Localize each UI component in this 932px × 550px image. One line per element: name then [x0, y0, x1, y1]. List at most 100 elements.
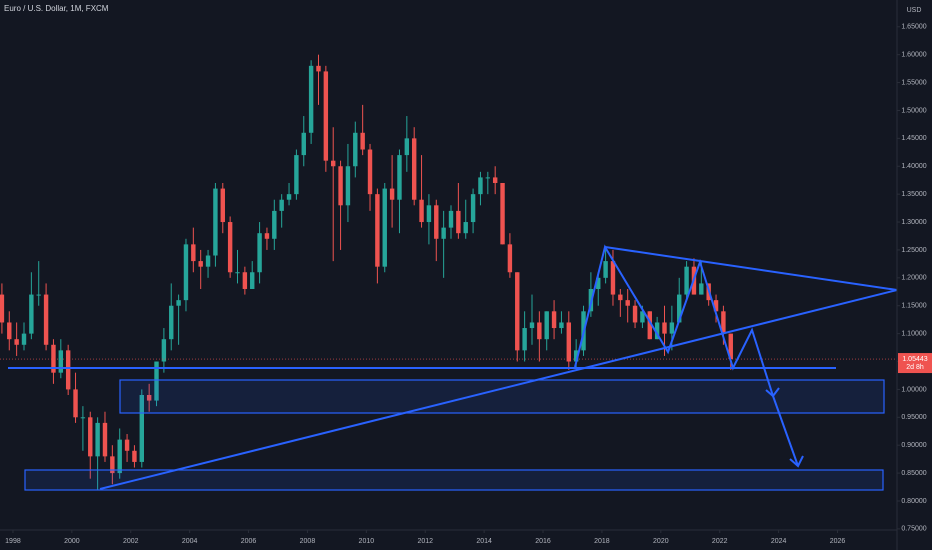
y-tick-label: 1.40000 [901, 163, 926, 170]
x-tick-label: 2004 [182, 538, 198, 545]
candle-body [618, 294, 623, 301]
candle-body [213, 188, 218, 256]
candle-body [404, 138, 410, 156]
candle-body [662, 322, 667, 334]
candle-body [721, 311, 726, 334]
candle-body [522, 328, 527, 351]
candle-body [110, 456, 115, 474]
candle-body [227, 222, 233, 273]
candle-body [544, 311, 549, 340]
candle-body [345, 166, 351, 206]
candle-body [669, 322, 675, 334]
y-tick-label: 1.10000 [901, 330, 926, 337]
x-tick-label: 1998 [5, 538, 21, 545]
x-tick-label: 2006 [241, 538, 257, 545]
candle-body [603, 261, 608, 278]
candle-body [529, 322, 535, 329]
y-tick-label: 1.35000 [901, 191, 926, 198]
candle-body [463, 222, 468, 234]
y-tick-label: 0.90000 [901, 442, 926, 449]
candle-body [699, 283, 704, 295]
candle-body [647, 311, 652, 340]
x-tick-label: 2026 [830, 538, 846, 545]
x-tick-label: 2002 [123, 538, 139, 545]
x-tick-label: 2024 [771, 538, 787, 545]
candle-body [338, 166, 343, 206]
candle-body [448, 210, 454, 228]
candle-body [441, 227, 446, 239]
x-tick-label: 2022 [712, 538, 728, 545]
drawings [8, 244, 898, 491]
candle-body [507, 244, 513, 273]
candle-body [728, 333, 733, 360]
candle-body [264, 233, 270, 239]
candle-body [183, 244, 189, 301]
y-tick-label: 1.25000 [901, 247, 926, 254]
candle-body [21, 333, 27, 345]
x-tick-label: 2018 [594, 538, 610, 545]
candle-body [470, 194, 476, 223]
y-tick-label: 1.00000 [901, 386, 926, 393]
candle-body [456, 210, 461, 234]
candle-body [367, 149, 373, 195]
candle-body [500, 182, 505, 245]
candle-body [677, 294, 682, 323]
candle-body [654, 322, 660, 340]
axes: 0.75000 0.80000 0.85000 0.90000 0.95000 1.000… [5, 24, 932, 545]
candle-body [176, 300, 181, 306]
y-tick-label: 1.15000 [901, 303, 926, 310]
candle-body [360, 132, 365, 150]
candle-body [65, 350, 71, 390]
candle-body [29, 294, 34, 334]
trend-line [99, 289, 898, 490]
candle-body [205, 255, 211, 267]
candle-body [272, 210, 277, 239]
candle-body [132, 450, 137, 462]
candle-body [426, 205, 432, 223]
candle-body [102, 422, 108, 457]
candle-body [146, 394, 152, 401]
candle-body [279, 199, 284, 211]
x-tick-label: 2020 [653, 538, 669, 545]
candle-body [257, 233, 262, 273]
candle-body [242, 272, 248, 289]
y-tick-label: 1.45000 [901, 135, 926, 142]
candle-body [411, 138, 417, 200]
candle-body [124, 439, 130, 451]
candle-body [632, 305, 638, 323]
zigzag [574, 244, 774, 397]
y-tick-label: 1.60000 [901, 52, 926, 59]
candle-body [73, 389, 78, 418]
candle-body [14, 339, 19, 345]
candle-body [308, 65, 314, 133]
candle-body [573, 350, 579, 362]
candle-body [117, 439, 122, 474]
x-tick-label: 2010 [359, 538, 375, 545]
y-tick-label: 0.80000 [901, 498, 926, 505]
chart-title: Euro / U.S. Dollar, 1M, FXCM [4, 4, 109, 13]
candle-body [316, 65, 321, 72]
currency-label: USD [907, 7, 922, 14]
y-tick-label: 0.75000 [901, 526, 926, 533]
y-tick-label: 1.30000 [901, 219, 926, 226]
candle-body [382, 188, 387, 267]
candle-body [154, 361, 159, 401]
candle-body [58, 350, 64, 373]
candle-body [36, 294, 41, 296]
candle-body [43, 294, 49, 345]
x-tick-label: 2014 [476, 538, 492, 545]
candle-body [684, 266, 689, 295]
zone-box [119, 379, 885, 414]
candle-body [485, 177, 491, 179]
y-tick-label: 1.20000 [901, 275, 926, 282]
candle-body [419, 199, 424, 223]
candle-body [713, 300, 719, 312]
candle-body [434, 205, 439, 239]
candle-body [537, 322, 542, 340]
candle-body [397, 155, 402, 200]
candle-body [80, 417, 86, 419]
candle-body [139, 394, 145, 462]
candle-body [7, 322, 12, 340]
candle-body [301, 132, 306, 156]
